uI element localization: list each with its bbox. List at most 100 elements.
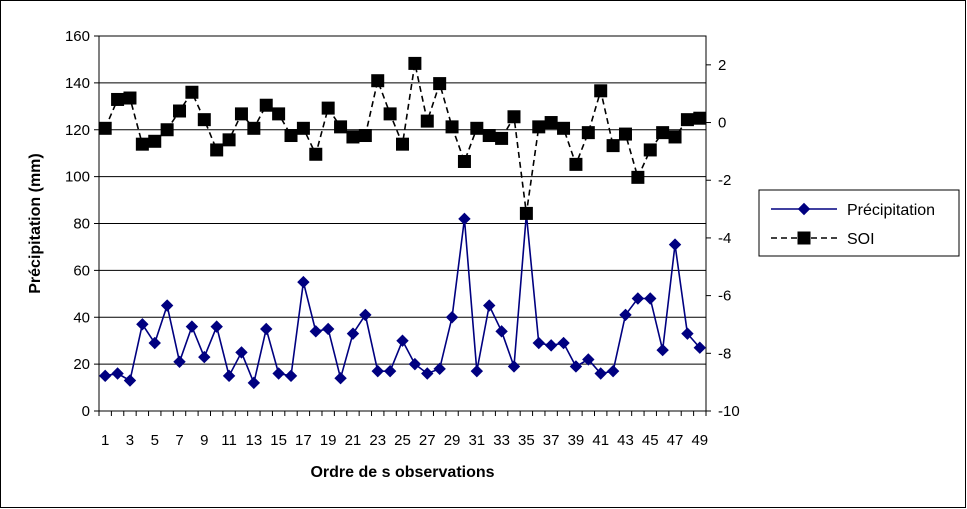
precipitation-point [247, 376, 261, 390]
soi-point [408, 56, 422, 70]
precipitation-point [507, 360, 521, 373]
precipitation-point [458, 212, 471, 226]
precipitation-point [309, 325, 322, 338]
y2-tick-label: -8 [718, 345, 731, 362]
legend-label-soi: SOI [847, 231, 875, 248]
precipitation-point [396, 334, 409, 347]
precipitation-point [532, 336, 545, 350]
precipitation-point [619, 308, 632, 322]
precipitation-point [445, 311, 459, 324]
precipitation-point [644, 292, 657, 305]
x-tick-label: 9 [200, 432, 208, 449]
precipitation-point [185, 320, 199, 333]
precipitation-point [98, 369, 112, 383]
y2-tick-label: -4 [718, 230, 731, 247]
soi-point [296, 121, 310, 135]
legend-marker-shape [797, 231, 811, 245]
soi-point [618, 127, 632, 141]
soi-point [433, 77, 447, 91]
series-layer [98, 56, 707, 390]
soi-point [680, 113, 694, 127]
precipitation-point [594, 367, 607, 380]
soi-point [272, 107, 286, 121]
soi-point [346, 130, 360, 144]
x-tick-label: 15 [270, 432, 287, 449]
y-tick-label: 140 [65, 75, 90, 92]
precipitation-point [681, 327, 694, 340]
soi-point [197, 113, 211, 127]
soi-point [495, 131, 509, 145]
soi-point [656, 126, 670, 140]
x-tick-label: 1 [101, 432, 109, 449]
soi-point [173, 104, 187, 118]
soi-point [222, 133, 236, 147]
soi-point [420, 114, 434, 128]
y-tick-label: 20 [73, 356, 90, 373]
x-tick-label: 39 [568, 432, 585, 449]
precipitation-point [334, 371, 347, 385]
precipitation-point [693, 341, 707, 354]
precipitation-point [383, 364, 397, 378]
soi-point [693, 111, 707, 125]
soi-point [643, 143, 657, 157]
legend-marker-precipitation [797, 202, 811, 216]
y-tick-label: 120 [65, 122, 90, 139]
precipitation-point [210, 320, 223, 333]
precipitation-point [483, 299, 496, 312]
soi-point [334, 120, 348, 134]
precipitation-point [544, 339, 558, 352]
soi-point [457, 154, 471, 168]
precipitation-point [631, 292, 645, 305]
soi-point [544, 116, 558, 130]
precipitation-point [433, 362, 446, 376]
y-tick-label: 160 [65, 28, 90, 45]
soi-point [594, 84, 608, 98]
soi-point [160, 123, 174, 137]
y-tick-label: 100 [65, 169, 90, 186]
precipitation-point [297, 275, 310, 289]
precipitation-point [136, 318, 149, 331]
x-tick-label: 21 [345, 432, 362, 449]
soi-point [148, 134, 162, 148]
precipitation-point [111, 367, 124, 380]
x-tick-label: 45 [642, 432, 659, 449]
soi-point [247, 121, 261, 135]
soi-point [482, 129, 496, 143]
soi-point [135, 137, 149, 151]
y-tick-label: 0 [82, 403, 90, 420]
y2-tick-label: -10 [718, 403, 740, 420]
legend: Précipitation SOI [758, 189, 960, 257]
precipitation-point [173, 355, 186, 368]
soi-point [321, 101, 335, 115]
x-tick-label: 47 [667, 432, 684, 449]
y2-tick-label: 0 [718, 115, 726, 132]
precipitation-point [198, 350, 211, 364]
x-tick-label: 27 [419, 432, 436, 449]
soi-point [309, 147, 323, 161]
precipitation-point [408, 357, 422, 371]
precipitation-point [656, 343, 669, 357]
soi-point [581, 126, 595, 140]
precipitation-point [582, 353, 595, 366]
x-tick-label: 35 [518, 432, 535, 449]
soi-point [111, 92, 125, 106]
soi-point [631, 170, 645, 184]
x-tick-label: 11 [221, 432, 237, 449]
x-tick-label: 33 [493, 432, 510, 449]
soi-point [185, 85, 199, 99]
x-tick-label: 23 [369, 432, 386, 449]
soi-point [383, 107, 397, 121]
precipitation-point [668, 238, 682, 251]
precipitation-point [235, 346, 248, 359]
x-tick-label: 49 [691, 432, 708, 449]
soi-point [606, 139, 620, 153]
precipitation-point [470, 364, 484, 378]
legend-marker-shape [797, 202, 811, 216]
tick-marks [94, 35, 711, 416]
x-tick-label: 5 [151, 432, 159, 449]
soi-point [396, 137, 409, 151]
soi-point [210, 143, 224, 157]
precipitation-point [123, 374, 137, 387]
precipitation-point [321, 322, 335, 336]
